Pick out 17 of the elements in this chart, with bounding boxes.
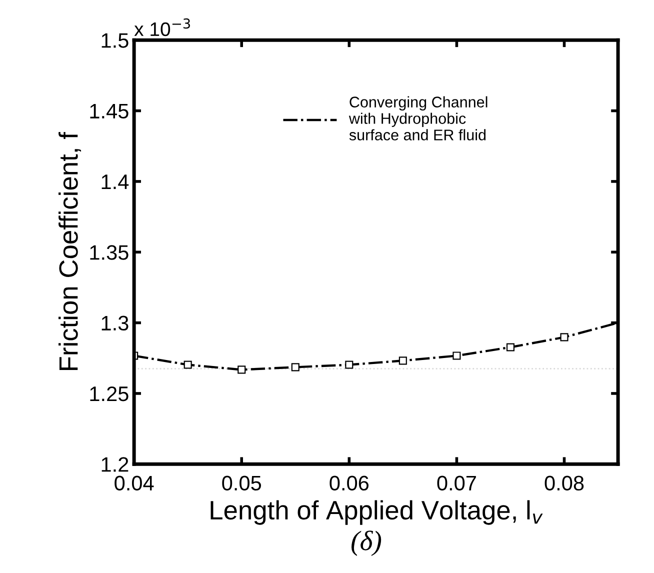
legend-label: Converging Channel with Hydrophobic surface and ER fluid [348,96,488,140]
y-axis-title: Friction Coefficient, f [58,132,82,370]
x-tick-label: 0.06 [330,476,369,491]
x-axis-title: Length of Applied Voltage, l$_{v}$ [210,500,543,525]
x-tick-label: 0.05 [222,476,262,491]
y-tick-label: 1.4 [102,174,129,189]
y-tick-label: 1.25 [90,386,128,402]
text: (δ) [352,530,382,556]
x-tick-label: 0.04 [114,476,154,491]
y-tick-label: 1.35 [90,245,128,260]
y-tick-label: 1.5 [102,33,128,48]
text: x 10$^{−3}$ [134,18,190,36]
x-tick-label: 0.07 [437,476,476,491]
y-tick-label: 1.3 [102,316,128,331]
y-tick-label: 1.45 [90,104,128,119]
x-tick-label: 0.08 [544,476,584,491]
y-tick-label: 1.2 [102,457,128,472]
